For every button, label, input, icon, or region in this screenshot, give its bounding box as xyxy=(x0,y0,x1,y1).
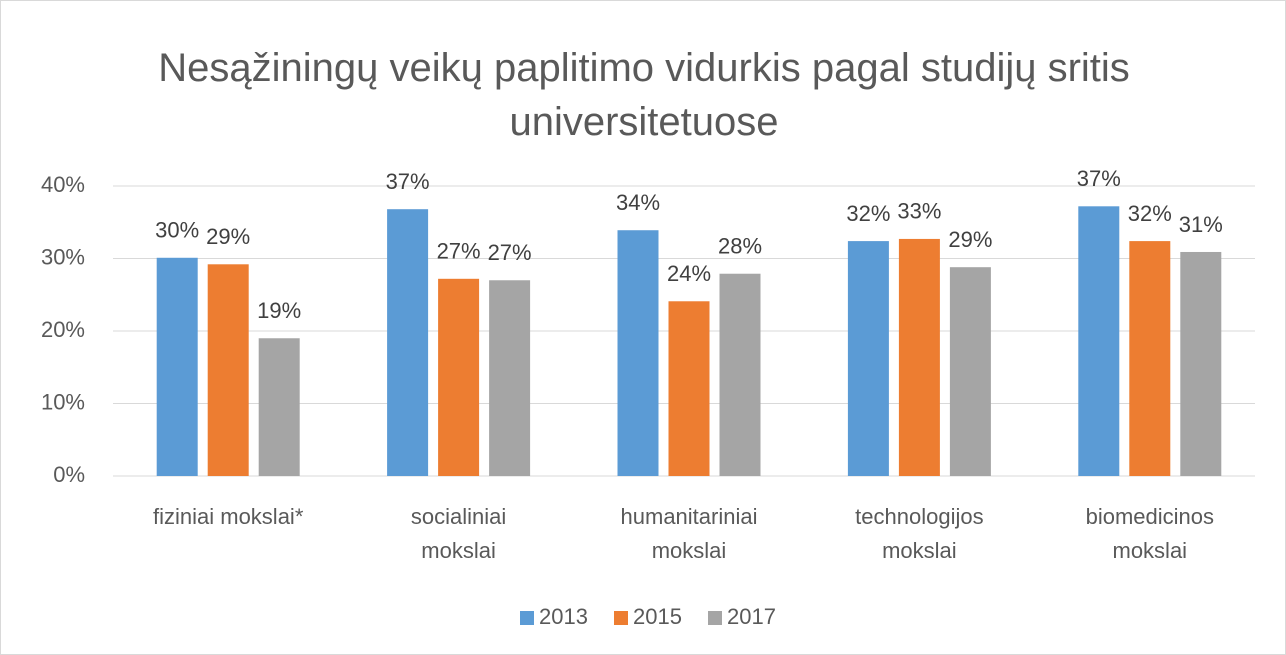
y-tick-label: 10% xyxy=(41,389,85,414)
bar xyxy=(1180,251,1222,476)
legend-label: 2017 xyxy=(727,604,776,629)
value-label: 32% xyxy=(846,201,890,226)
x-tick-label-line: mokslai xyxy=(421,538,496,563)
value-label: 32% xyxy=(1128,201,1172,226)
value-label: 30% xyxy=(155,218,199,243)
chart-title: Nesąžiningų veikų paplitimo vidurkis pag… xyxy=(158,46,1130,144)
value-label: 19% xyxy=(257,298,301,323)
bar xyxy=(847,241,889,476)
x-tick-label: socialiniai mokslai xyxy=(411,504,506,563)
bar xyxy=(489,280,531,476)
value-label: 37% xyxy=(386,169,430,194)
bar xyxy=(258,338,300,476)
value-label: 27% xyxy=(437,239,481,264)
x-tick-label-line: humanitariniai xyxy=(621,504,758,529)
legend-swatch xyxy=(614,611,628,625)
value-label: 31% xyxy=(1179,212,1223,237)
value-label: 29% xyxy=(948,227,992,252)
value-label: 34% xyxy=(616,190,660,215)
y-tick-label: 0% xyxy=(53,462,85,487)
y-tick-label: 30% xyxy=(41,244,85,269)
legend-swatch xyxy=(520,611,534,625)
x-tick-label: fiziniai mokslai* xyxy=(153,504,304,529)
value-label: 24% xyxy=(667,261,711,286)
bar xyxy=(949,267,991,476)
x-tick-label-line: mokslai xyxy=(652,538,727,563)
y-tick-label: 20% xyxy=(41,317,85,342)
bar xyxy=(207,264,249,476)
x-tick-label-line: socialiniai xyxy=(411,504,506,529)
y-tick-label: 40% xyxy=(41,172,85,197)
x-tick-label: biomedicinos mokslai xyxy=(1086,504,1214,563)
x-tick-label: humanitariniai mokslai xyxy=(621,504,758,563)
bar xyxy=(719,273,761,476)
legend-label: 2015 xyxy=(633,604,682,629)
legend-label: 2013 xyxy=(539,604,588,629)
legend-swatch xyxy=(708,611,722,625)
bar xyxy=(156,257,198,476)
value-label: 33% xyxy=(897,199,941,224)
x-tick-label-line: mokslai xyxy=(882,538,957,563)
bar xyxy=(668,301,710,476)
x-tick-label-line: technologijos xyxy=(855,504,983,529)
bar xyxy=(438,278,480,476)
bar xyxy=(1129,241,1171,476)
bar xyxy=(387,209,429,476)
value-label: 27% xyxy=(488,240,532,265)
value-label: 28% xyxy=(718,234,762,259)
x-tick-label: technologijos mokslai xyxy=(855,504,983,563)
x-tick-label-line: mokslai xyxy=(1113,538,1188,563)
value-label: 29% xyxy=(206,224,250,249)
bar xyxy=(1078,206,1120,477)
x-tick-label-line: biomedicinos xyxy=(1086,504,1214,529)
value-label: 37% xyxy=(1077,166,1121,191)
bar xyxy=(898,238,940,476)
bar xyxy=(617,230,659,476)
